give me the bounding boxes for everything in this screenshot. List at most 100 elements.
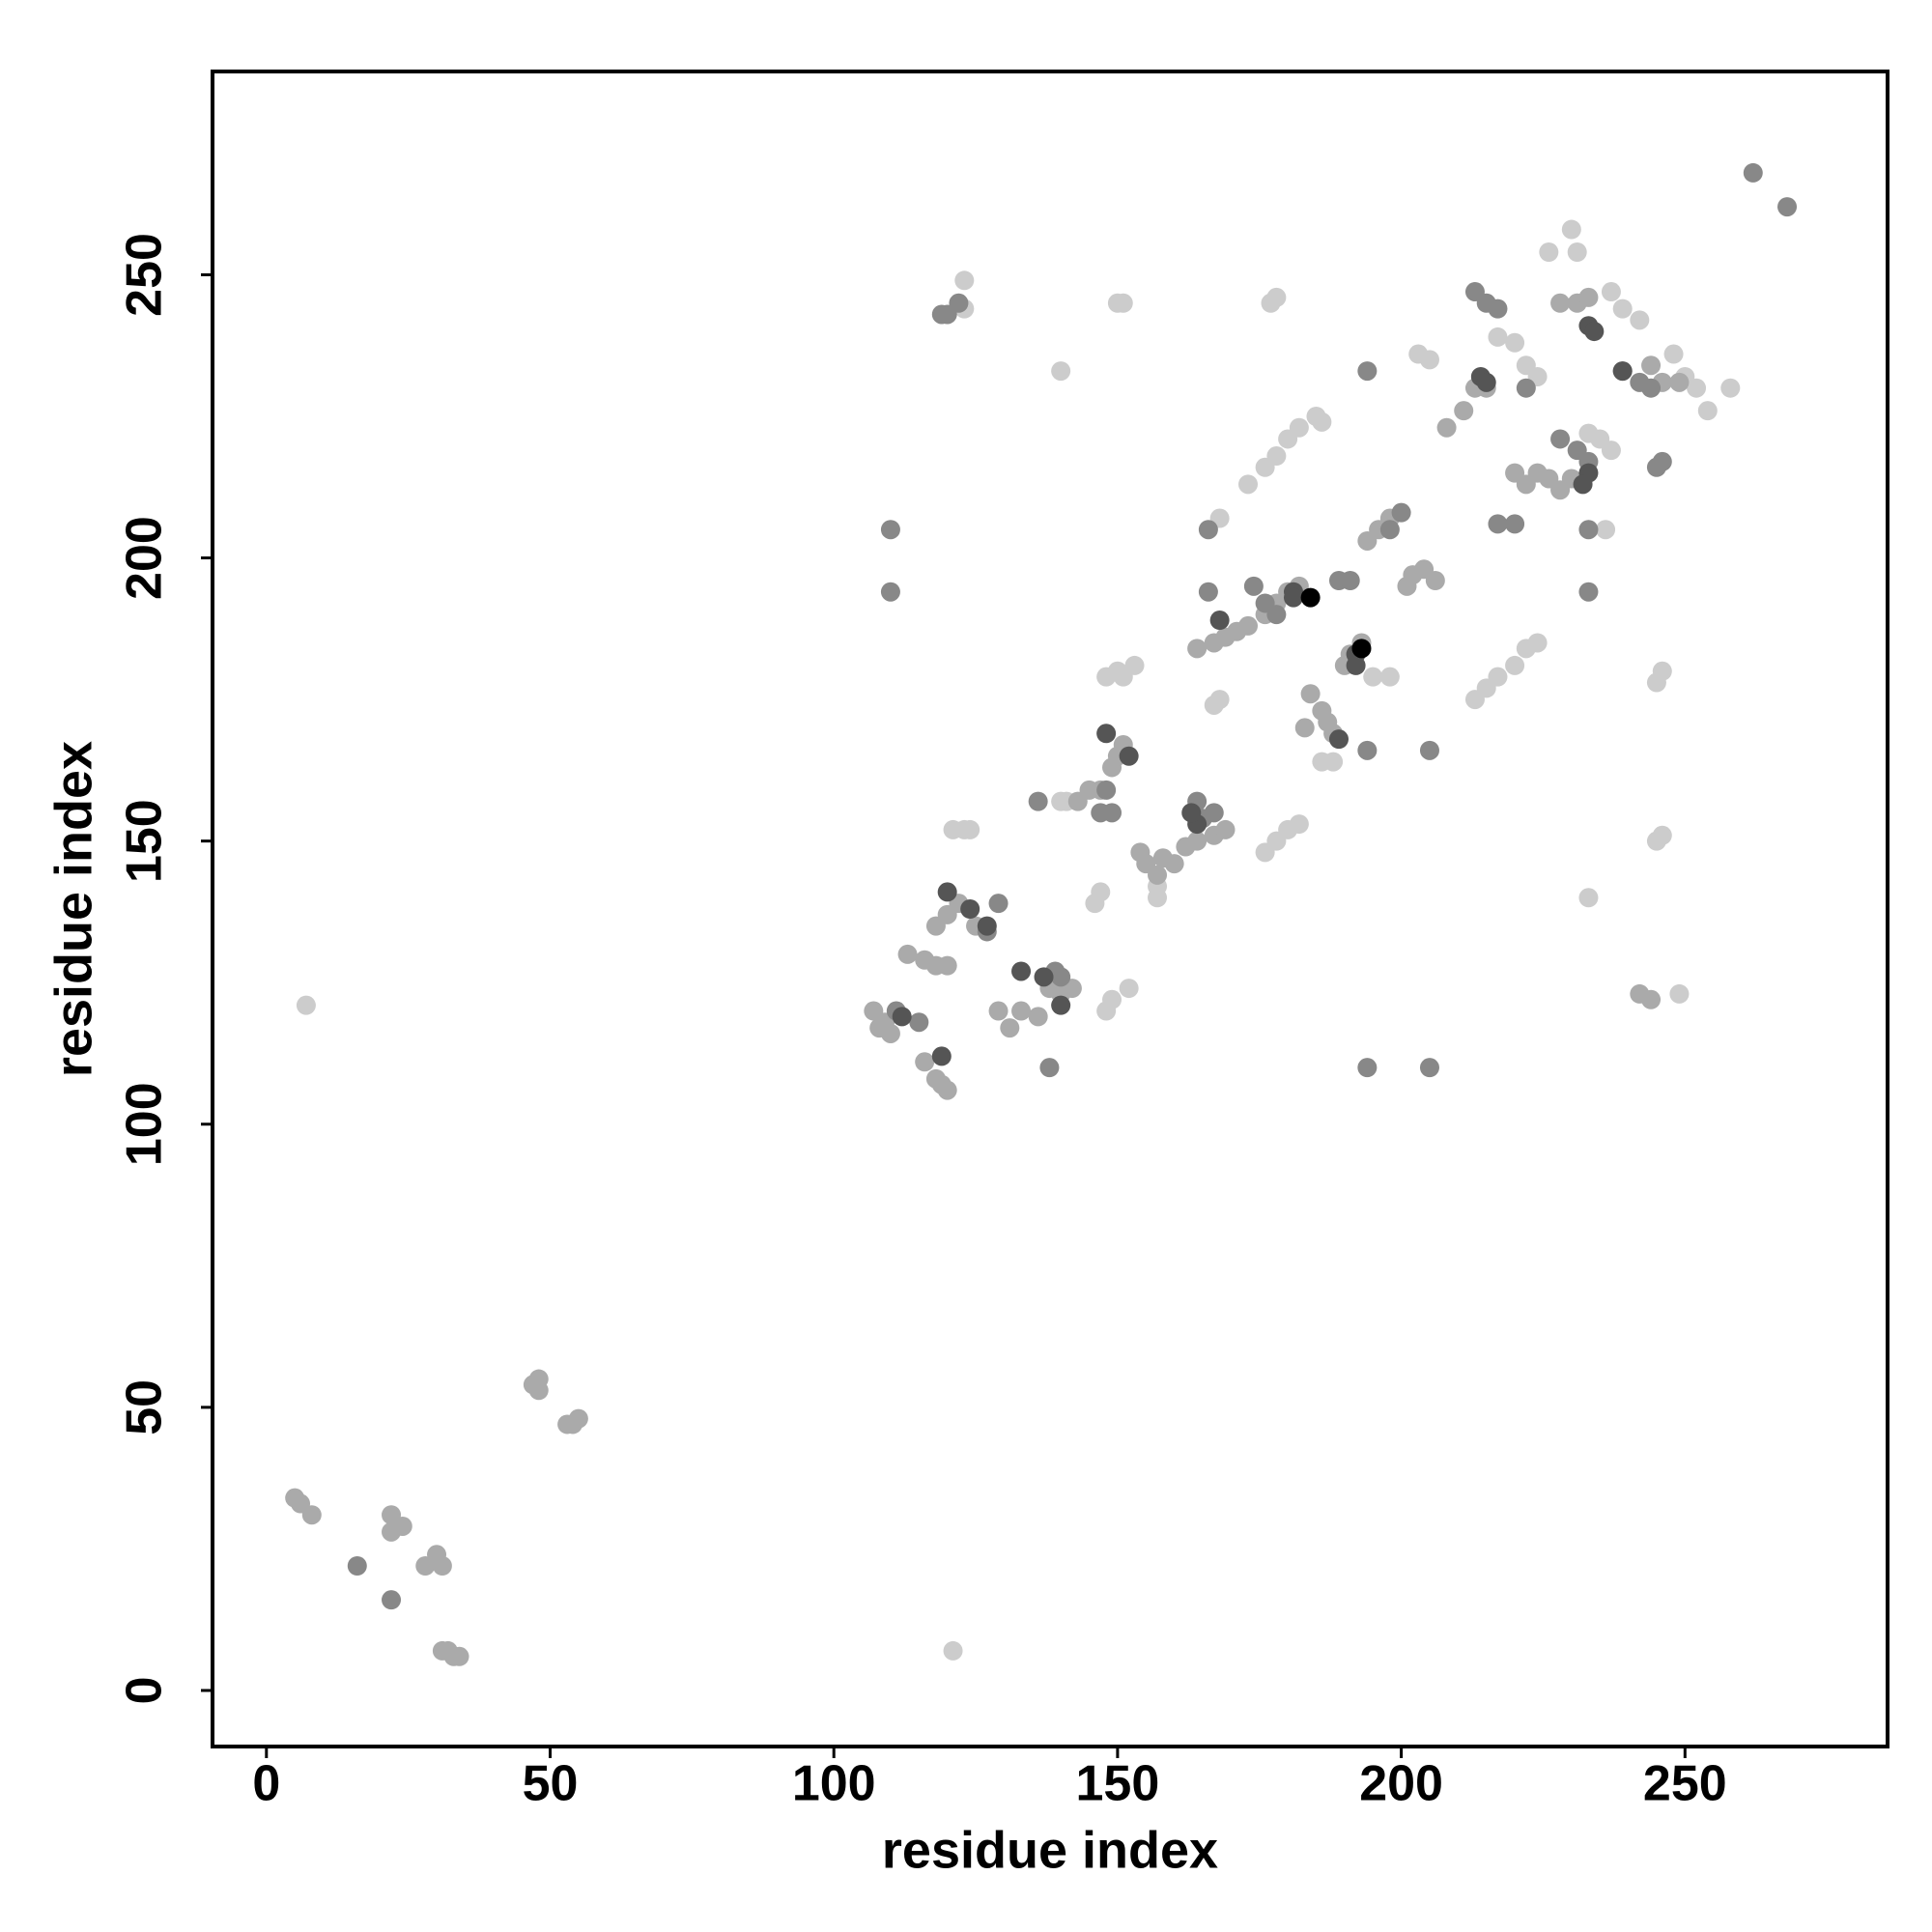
point (1419, 350, 1439, 370)
point (1181, 803, 1202, 823)
point (1204, 803, 1224, 823)
point (897, 944, 918, 964)
plot-frame (211, 70, 1889, 1748)
point (880, 520, 900, 540)
point (1641, 355, 1662, 376)
x-tick-label: 150 (1076, 1756, 1160, 1812)
point (1323, 752, 1344, 772)
x-tick-label: 200 (1359, 1756, 1443, 1812)
y-tick-label: 200 (117, 516, 173, 600)
point (1209, 690, 1230, 710)
point (1215, 819, 1236, 839)
point (1687, 378, 1707, 398)
point (880, 582, 900, 602)
point (1641, 989, 1662, 1009)
point (1119, 746, 1139, 766)
point (1091, 882, 1111, 902)
point (1039, 1058, 1060, 1078)
point (1669, 983, 1690, 1004)
point (943, 1640, 963, 1661)
point (1612, 361, 1633, 382)
point (988, 1001, 1009, 1021)
point (1346, 655, 1366, 675)
point (909, 1012, 929, 1033)
point (1488, 327, 1508, 347)
point (1641, 378, 1662, 398)
point (949, 293, 969, 313)
point (1351, 639, 1372, 659)
point (1198, 582, 1218, 602)
point (1601, 282, 1621, 302)
point (1096, 724, 1117, 744)
point (1612, 298, 1633, 319)
point (1379, 520, 1400, 540)
point (1550, 293, 1571, 313)
point (1091, 803, 1111, 823)
point (1488, 298, 1508, 319)
point (1289, 417, 1309, 438)
point (1419, 740, 1439, 760)
point (1312, 412, 1332, 432)
point (1187, 639, 1208, 659)
y-axis-label: residue index (44, 741, 102, 1077)
point (1300, 587, 1321, 608)
x-tick-label: 250 (1643, 1756, 1727, 1812)
point (1187, 831, 1208, 851)
point (1119, 979, 1139, 999)
point (392, 1516, 412, 1536)
point (415, 1556, 436, 1576)
point (1425, 571, 1445, 590)
point (1283, 587, 1303, 608)
point (1340, 571, 1360, 590)
point (1539, 242, 1559, 262)
point (1028, 1007, 1048, 1027)
point (568, 1408, 588, 1429)
point (869, 1018, 890, 1038)
point (1646, 672, 1666, 693)
point (1505, 655, 1525, 675)
point (1488, 514, 1508, 534)
point (1573, 474, 1593, 495)
point (1363, 667, 1383, 687)
point (937, 1080, 957, 1100)
x-tick-label: 100 (792, 1756, 876, 1812)
point (1011, 1001, 1032, 1021)
point (1209, 611, 1230, 631)
point (1357, 1058, 1378, 1078)
point (432, 1556, 452, 1576)
point (1663, 344, 1684, 364)
point (1107, 293, 1127, 313)
x-axis-label: residue index (882, 1821, 1218, 1879)
y-tick-label: 250 (117, 233, 173, 317)
point (1238, 615, 1259, 636)
point (285, 1488, 305, 1508)
point (1261, 293, 1281, 313)
point (1357, 361, 1378, 382)
point (1096, 780, 1117, 800)
point (1328, 729, 1349, 750)
point (1630, 310, 1650, 330)
point (296, 995, 316, 1015)
point (1379, 667, 1400, 687)
point (1357, 740, 1378, 760)
point (1436, 417, 1457, 438)
point (1516, 378, 1536, 398)
point (931, 1046, 952, 1066)
point (1596, 520, 1616, 540)
point (915, 1052, 935, 1072)
point (1011, 961, 1032, 981)
point (1454, 401, 1474, 421)
point (1777, 197, 1798, 217)
point (1567, 242, 1587, 262)
point (523, 1375, 543, 1395)
point (382, 1590, 402, 1610)
point (1391, 502, 1411, 523)
point (1028, 791, 1048, 811)
point (1266, 446, 1287, 467)
point (1516, 474, 1536, 495)
point (960, 899, 980, 919)
point (1584, 322, 1605, 342)
point (1527, 633, 1548, 653)
point (1505, 332, 1525, 353)
y-tick-label: 150 (117, 799, 173, 883)
